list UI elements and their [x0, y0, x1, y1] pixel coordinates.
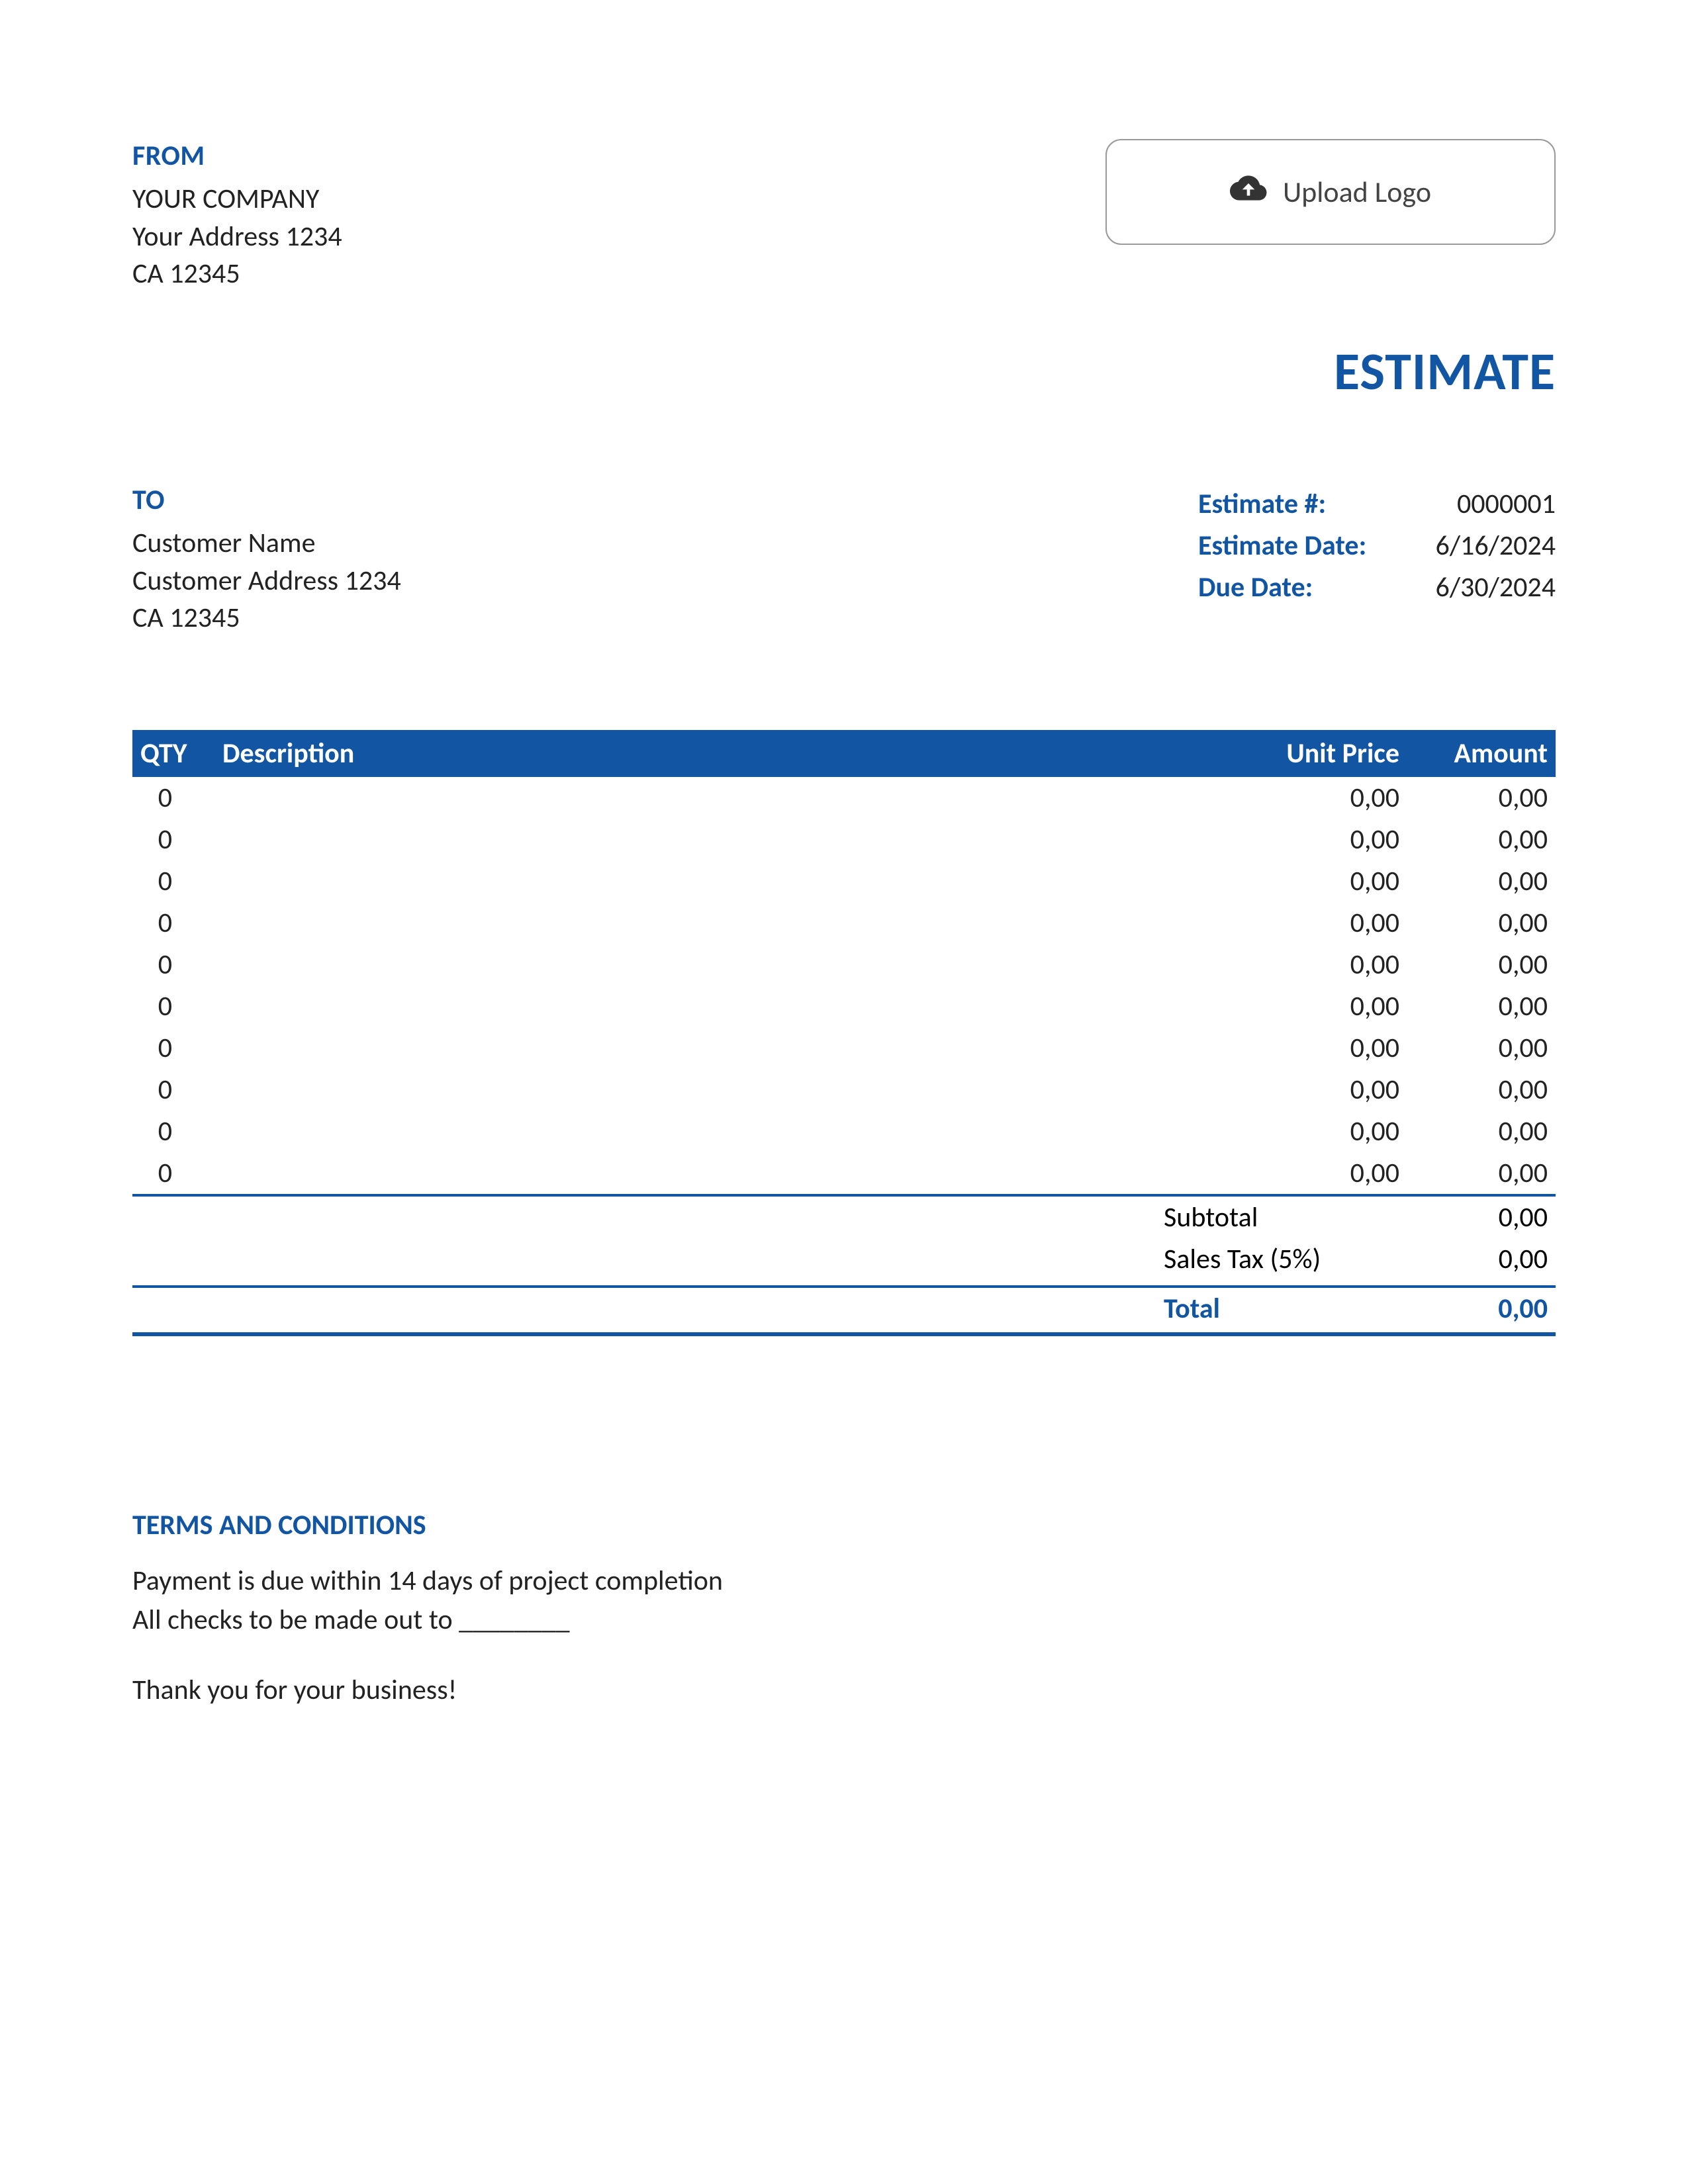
due-date-label: Due Date: — [1198, 567, 1313, 608]
cell-qty: 0 — [132, 777, 212, 819]
table-row: 0 0,000,00 — [132, 777, 1556, 819]
from-address: Your Address 1234 — [132, 218, 342, 256]
cell-unit-price: 0,00 — [1225, 902, 1410, 944]
to-name: Customer Name — [132, 525, 401, 563]
col-description: Description — [212, 730, 1225, 777]
table-row: 0 0,000,00 — [132, 944, 1556, 985]
total-label: Total — [1164, 1292, 1402, 1326]
cell-qty: 0 — [132, 902, 212, 944]
table-row: 0 0,000,00 — [132, 819, 1556, 860]
cell-amount: 0,00 — [1410, 1111, 1556, 1152]
table-body: 00,000,0000,000,0000,000,0000,000,0000,0… — [132, 777, 1556, 1195]
terms-line-2: All checks to be made out to ________ — [132, 1601, 1556, 1640]
cell-description — [212, 985, 1225, 1027]
cell-amount: 0,00 — [1410, 777, 1556, 819]
terms-heading: TERMS AND CONDITIONS — [132, 1508, 1556, 1542]
cell-amount: 0,00 — [1410, 860, 1556, 902]
table-row: 0 0,000,00 — [132, 902, 1556, 944]
to-label: TO — [132, 483, 401, 517]
meta-row: Estimate #: 0000001 — [1198, 483, 1556, 525]
total-value: 0,00 — [1402, 1292, 1548, 1326]
cell-amount: 0,00 — [1410, 819, 1556, 860]
top-section: FROM YOUR COMPANY Your Address 1234 CA 1… — [132, 139, 1556, 293]
total-row: Total 0,00 — [132, 1288, 1556, 1336]
cell-qty: 0 — [132, 1069, 212, 1111]
to-address: Customer Address 1234 — [132, 563, 401, 600]
from-label: FROM — [132, 139, 342, 173]
from-city: CA 12345 — [132, 255, 342, 293]
col-qty: QTY — [132, 730, 212, 777]
estimate-number-label: Estimate #: — [1198, 483, 1326, 525]
cell-description — [212, 902, 1225, 944]
cell-unit-price: 0,00 — [1225, 1027, 1410, 1069]
cell-unit-price: 0,00 — [1225, 1069, 1410, 1111]
cell-amount: 0,00 — [1410, 1069, 1556, 1111]
tax-value: 0,00 — [1402, 1242, 1548, 1281]
cell-amount: 0,00 — [1410, 902, 1556, 944]
cell-amount: 0,00 — [1410, 1027, 1556, 1069]
upload-logo-label: Upload Logo — [1283, 174, 1431, 210]
cell-qty: 0 — [132, 860, 212, 902]
cell-description — [212, 819, 1225, 860]
cloud-upload-icon — [1230, 169, 1267, 214]
cell-unit-price: 0,00 — [1225, 819, 1410, 860]
from-block: FROM YOUR COMPANY Your Address 1234 CA 1… — [132, 139, 342, 293]
tax-label: Sales Tax (5%) — [1164, 1242, 1402, 1281]
cell-amount: 0,00 — [1410, 1152, 1556, 1195]
line-items-table: QTY Description Unit Price Amount 00,000… — [132, 730, 1556, 1197]
upload-logo-button[interactable]: Upload Logo — [1105, 139, 1556, 245]
mid-section: TO Customer Name Customer Address 1234 C… — [132, 483, 1556, 637]
terms-line-1: Payment is due within 14 days of project… — [132, 1562, 1556, 1601]
estimate-date-value: 6/16/2024 — [1436, 525, 1556, 567]
cell-description — [212, 1027, 1225, 1069]
col-amount: Amount — [1410, 730, 1556, 777]
tax-row: Sales Tax (5%) 0,00 — [132, 1238, 1556, 1288]
cell-qty: 0 — [132, 1027, 212, 1069]
cell-description — [212, 1111, 1225, 1152]
subtotal-value: 0,00 — [1402, 1201, 1548, 1234]
cell-qty: 0 — [132, 819, 212, 860]
cell-qty: 0 — [132, 1152, 212, 1195]
cell-description — [212, 860, 1225, 902]
table-row: 0 0,000,00 — [132, 1111, 1556, 1152]
table-row: 0 0,000,00 — [132, 1027, 1556, 1069]
cell-description — [212, 1152, 1225, 1195]
cell-qty: 0 — [132, 944, 212, 985]
cell-qty: 0 — [132, 1111, 212, 1152]
table-row: 0 0,000,00 — [132, 1069, 1556, 1111]
from-company: YOUR COMPANY — [132, 181, 342, 218]
meta-row: Due Date: 6/30/2024 — [1198, 567, 1556, 608]
col-unit-price: Unit Price — [1225, 730, 1410, 777]
cell-unit-price: 0,00 — [1225, 1111, 1410, 1152]
table-header: QTY Description Unit Price Amount — [132, 730, 1556, 777]
cell-description — [212, 944, 1225, 985]
summary-block: Subtotal 0,00 Sales Tax (5%) 0,00 Total … — [132, 1197, 1556, 1336]
to-city: CA 12345 — [132, 600, 401, 637]
cell-unit-price: 0,00 — [1225, 777, 1410, 819]
cell-amount: 0,00 — [1410, 944, 1556, 985]
cell-unit-price: 0,00 — [1225, 1152, 1410, 1195]
estimate-date-label: Estimate Date: — [1198, 525, 1366, 567]
cell-unit-price: 0,00 — [1225, 985, 1410, 1027]
cell-description — [212, 777, 1225, 819]
cell-description — [212, 1069, 1225, 1111]
document-title: ESTIMATE — [132, 340, 1556, 404]
cell-unit-price: 0,00 — [1225, 860, 1410, 902]
estimate-meta: Estimate #: 0000001 Estimate Date: 6/16/… — [1198, 483, 1556, 608]
due-date-value: 6/30/2024 — [1436, 567, 1556, 608]
subtotal-row: Subtotal 0,00 — [132, 1197, 1556, 1238]
to-block: TO Customer Name Customer Address 1234 C… — [132, 483, 401, 637]
thank-you-text: Thank you for your business! — [132, 1673, 1556, 1707]
subtotal-label: Subtotal — [1164, 1201, 1402, 1234]
cell-amount: 0,00 — [1410, 985, 1556, 1027]
table-row: 0 0,000,00 — [132, 985, 1556, 1027]
cell-qty: 0 — [132, 985, 212, 1027]
table-row: 0 0,000,00 — [132, 860, 1556, 902]
cell-unit-price: 0,00 — [1225, 944, 1410, 985]
terms-block: TERMS AND CONDITIONS Payment is due with… — [132, 1508, 1556, 1707]
estimate-number-value: 0000001 — [1457, 483, 1556, 525]
meta-row: Estimate Date: 6/16/2024 — [1198, 525, 1556, 567]
table-row: 0 0,000,00 — [132, 1152, 1556, 1195]
